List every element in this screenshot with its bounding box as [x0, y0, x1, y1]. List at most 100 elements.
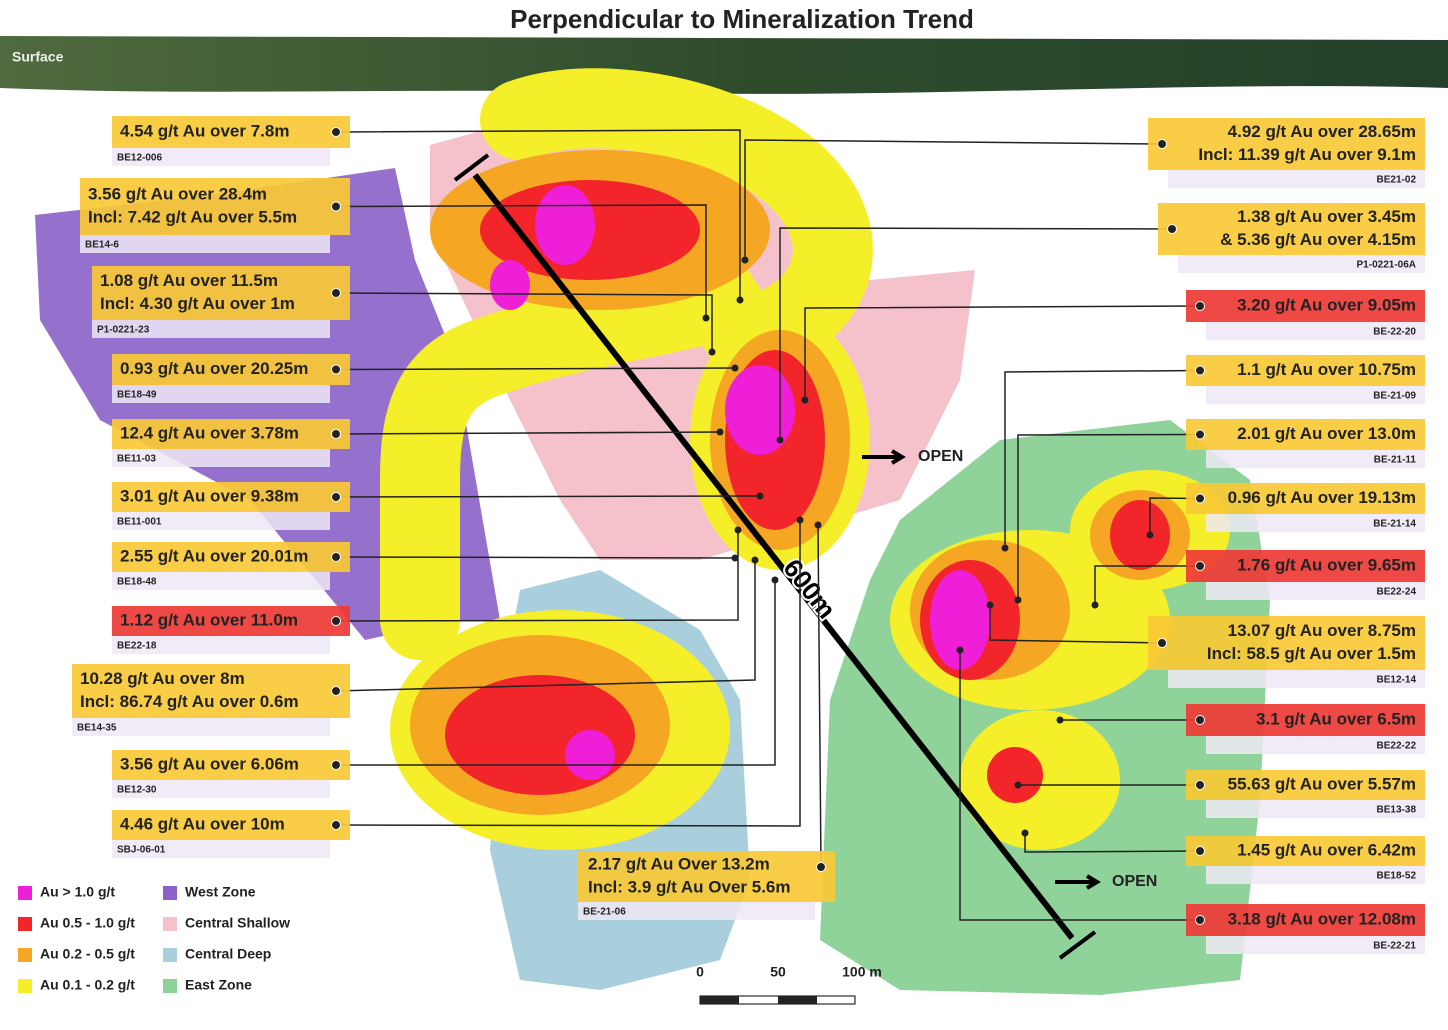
hole-strip [112, 385, 330, 403]
callout-dot [1157, 638, 1167, 648]
magenta-shell [930, 570, 990, 670]
leader-line [335, 129, 741, 300]
callout-text: Incl: 11.39 g/t Au over 9.1m [1198, 145, 1416, 164]
callout-text: 0.93 g/t Au over 20.25m [120, 359, 308, 378]
callout-dot [816, 862, 826, 872]
callout-text: 12.4 g/t Au over 3.78m [120, 423, 299, 442]
red-shell [1110, 500, 1170, 570]
magenta-shell [725, 365, 795, 455]
surface-strip [0, 36, 1448, 94]
hole-strip [112, 148, 330, 166]
hole-dot [731, 364, 739, 372]
hole-strip [1206, 450, 1425, 468]
callout-box [112, 116, 350, 148]
scale-label: 100 m [842, 964, 882, 980]
hole-strip [72, 718, 330, 736]
hole-dot [756, 492, 764, 500]
legend-label: West Zone [185, 884, 256, 900]
hole-strip [1206, 582, 1425, 600]
hole-id: BE11-001 [117, 517, 162, 528]
hole-strip [112, 780, 330, 798]
legend-swatch [163, 979, 177, 993]
hole-dot [1056, 716, 1064, 724]
hole-dot [814, 521, 822, 529]
callout-text: 13.07 g/t Au over 8.75m [1228, 621, 1416, 640]
hole-dot [776, 436, 784, 444]
hole-id: BE22-22 [1377, 741, 1417, 752]
hole-dot [1091, 601, 1099, 609]
callout-dot [1195, 915, 1205, 925]
leader-line [959, 650, 1200, 921]
callout-box [1186, 419, 1425, 450]
hole-id: BE18-52 [1377, 871, 1417, 882]
callout-dot [1195, 365, 1205, 376]
callout-text: 4.92 g/t Au over 28.65m [1228, 122, 1416, 141]
callout-box [1186, 550, 1425, 582]
legend-swatch [18, 917, 32, 931]
callout-text: 3.56 g/t Au over 6.06m [120, 754, 299, 773]
callout-text: 0.96 g/t Au over 19.13m [1228, 488, 1416, 507]
hole-strip [1206, 866, 1425, 884]
hole-dot [731, 554, 739, 562]
hole-dot [1001, 544, 1009, 552]
callout-dot [331, 492, 341, 502]
hole-dot [796, 516, 804, 524]
leader-line [336, 580, 776, 766]
hole-strip [112, 449, 330, 467]
scale-label: 50 [770, 964, 786, 980]
leader-line [1024, 833, 1201, 853]
callout-box [1186, 904, 1425, 936]
leader-line [335, 292, 713, 352]
hole-dot [1014, 596, 1022, 604]
hole-strip [112, 512, 330, 530]
hole-strip [112, 636, 330, 654]
open-label: OPEN [1112, 873, 1157, 890]
callout-dot [331, 201, 341, 212]
hole-dot [801, 396, 809, 404]
surface-label: Surface [12, 49, 64, 65]
hole-id: BE21-02 [1377, 175, 1417, 186]
callout-box [112, 810, 350, 840]
hole-strip [1206, 800, 1425, 818]
hole-id: BE-21-14 [1373, 519, 1416, 530]
hole-id: P1-0221-23 [97, 325, 150, 336]
callout-box [112, 482, 350, 512]
callout-text: & 5.36 g/t Au over 4.15m [1220, 230, 1416, 249]
callout-dot [1157, 139, 1167, 149]
hole-id: BE-22-21 [1373, 941, 1416, 952]
callout-box [578, 851, 835, 902]
leader-line [804, 305, 1201, 400]
legend-label: Au 0.5 - 1.0 g/t [40, 915, 135, 931]
hole-dot [716, 428, 724, 436]
hole-dot [1146, 531, 1154, 539]
hole-id: BE-21-06 [583, 907, 626, 918]
leader-line [1017, 433, 1201, 600]
callout-text: 1.38 g/t Au over 3.45m [1237, 207, 1416, 226]
callout-text: Incl: 4.30 g/t Au over 1m [100, 294, 295, 313]
callout-box [112, 542, 350, 572]
hole-id: BE12-30 [117, 785, 157, 796]
leader-line [335, 367, 736, 371]
callout-dot [331, 616, 341, 626]
callout-text: 1.1 g/t Au over 10.75m [1237, 360, 1416, 379]
callout-box [1186, 355, 1425, 386]
leader-line [335, 431, 721, 435]
callout-text: 4.54 g/t Au over 7.8m [120, 121, 289, 140]
callout-text: 55.63 g/t Au over 5.57m [1228, 774, 1416, 793]
legend-label: Au > 1.0 g/t [40, 884, 115, 900]
legend-swatch [18, 979, 32, 993]
legend-label: Central Shallow [185, 915, 290, 931]
hole-strip [1206, 322, 1425, 340]
leader-line [335, 556, 736, 559]
hole-strip [92, 320, 330, 338]
distance-end [1058, 930, 1097, 960]
callout-text: 2.17 g/t Au Over 13.2m [588, 854, 770, 873]
callout-dot [1167, 224, 1177, 234]
callout-text: 3.56 g/t Au over 28.4m [88, 184, 267, 203]
distance-label: 600m [777, 553, 842, 624]
callout-text: 3.01 g/t Au over 9.38m [120, 486, 299, 505]
legend-label: Au 0.2 - 0.5 g/t [40, 946, 135, 962]
leader-line [335, 204, 707, 318]
hole-dot [956, 646, 964, 654]
